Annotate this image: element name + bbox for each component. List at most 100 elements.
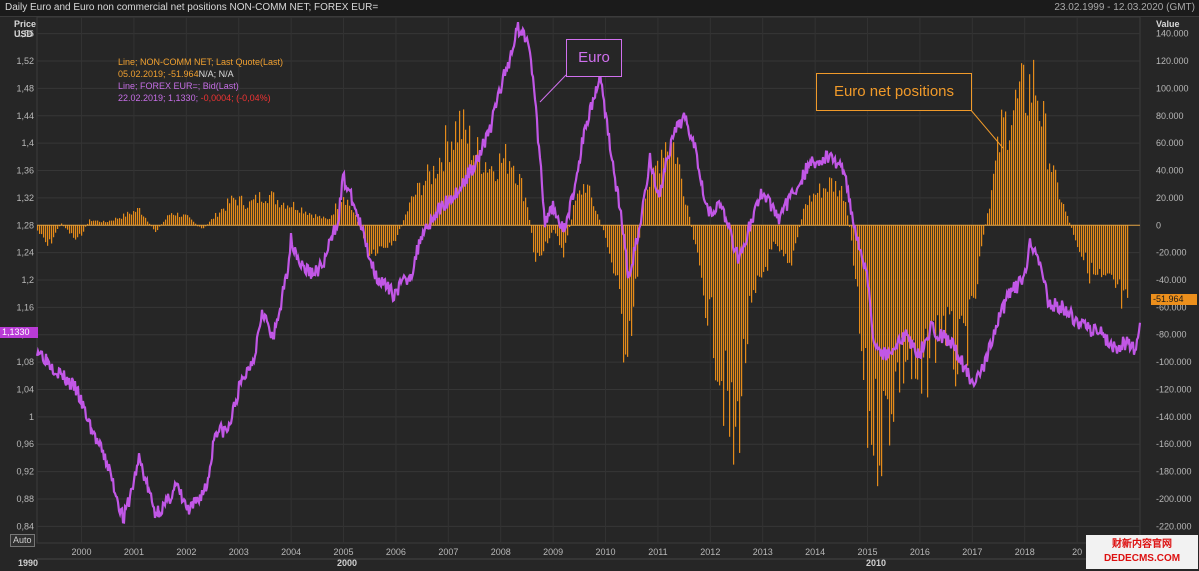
- net-bar: [905, 225, 907, 362]
- net-bar: [653, 167, 655, 226]
- net-bar: [699, 225, 701, 266]
- value-tag: -51.964: [1151, 294, 1197, 305]
- net-bar: [505, 143, 507, 226]
- net-bar: [809, 195, 811, 226]
- net-bar: [1061, 202, 1063, 226]
- net-bar: [173, 214, 175, 226]
- net-bar: [1055, 169, 1057, 226]
- net-bar: [961, 225, 963, 316]
- net-bar: [313, 217, 315, 226]
- net-bar: [249, 201, 251, 226]
- net-bar: [523, 201, 525, 226]
- auto-scale-button[interactable]: Auto: [10, 534, 35, 547]
- left-tick-label: 1,52: [16, 56, 34, 66]
- net-bar: [441, 162, 443, 226]
- net-bar: [1051, 171, 1053, 226]
- net-bar: [693, 225, 695, 240]
- net-bar: [135, 211, 137, 226]
- net-bar: [467, 143, 469, 226]
- net-bar: [287, 205, 289, 226]
- net-bar: [779, 225, 781, 252]
- net-bar: [77, 225, 79, 238]
- net-bar: [577, 193, 579, 226]
- net-bar: [743, 225, 745, 339]
- net-bar: [231, 195, 233, 226]
- net-bar: [303, 213, 305, 226]
- net-bar: [847, 215, 849, 226]
- net-bar: [867, 225, 869, 448]
- net-bar: [159, 225, 161, 227]
- net-bar: [1127, 225, 1129, 298]
- net-bar: [419, 182, 421, 226]
- net-bar: [675, 163, 677, 226]
- net-positions-callout: Euro net positions: [816, 73, 972, 111]
- net-bar: [611, 225, 613, 263]
- legend-net-extra: N/A; N/A: [198, 69, 234, 79]
- x-tick-label: 20: [1072, 547, 1082, 557]
- net-bar: [285, 208, 287, 226]
- net-bar: [73, 225, 75, 238]
- net-bar: [1065, 211, 1067, 226]
- net-bar: [863, 225, 865, 380]
- net-bar: [125, 216, 127, 226]
- net-bar: [729, 225, 731, 437]
- legend-net-value: 05.02.2019; -51.964: [118, 69, 199, 79]
- net-bar: [393, 225, 395, 241]
- euro-callout: Euro: [566, 39, 622, 77]
- net-bar: [697, 225, 699, 253]
- net-bar: [183, 214, 185, 226]
- left-tick-label: 1,48: [16, 83, 34, 93]
- net-bar: [535, 225, 537, 262]
- net-bar: [875, 225, 877, 379]
- net-bar: [343, 197, 345, 226]
- net-bar: [483, 172, 485, 226]
- net-bar: [793, 225, 795, 251]
- net-bar: [413, 196, 415, 226]
- net-bar: [117, 218, 119, 226]
- net-bar: [913, 225, 915, 341]
- net-bar: [331, 215, 333, 226]
- net-bar: [383, 225, 385, 248]
- net-bar: [955, 225, 957, 387]
- right-tick-label: -120.000: [1156, 384, 1192, 394]
- net-bar: [1057, 182, 1059, 226]
- net-bar: [1043, 101, 1045, 226]
- net-bar: [269, 195, 271, 226]
- net-bar: [253, 199, 255, 226]
- net-bar: [777, 225, 779, 247]
- net-bar: [783, 225, 785, 257]
- net-bar: [129, 213, 131, 226]
- net-bar: [1123, 225, 1125, 291]
- net-bar: [521, 178, 523, 226]
- net-bar: [175, 215, 177, 226]
- net-bar: [1031, 102, 1033, 226]
- net-bar: [909, 225, 911, 349]
- net-bar: [953, 225, 955, 370]
- net-bar: [283, 202, 285, 226]
- net-bar: [403, 220, 405, 226]
- watermark-line2: DEDECMS.COM: [1103, 553, 1181, 564]
- net-bar: [993, 173, 995, 226]
- left-tick-label: 0,88: [16, 494, 34, 504]
- net-bar: [925, 225, 927, 329]
- net-bar: [663, 157, 665, 226]
- net-bar: [707, 225, 709, 326]
- net-bar: [773, 225, 775, 242]
- net-bar: [555, 225, 557, 234]
- net-bar: [229, 203, 231, 226]
- net-bar: [357, 221, 359, 226]
- net-bar: [559, 225, 561, 246]
- net-bar: [157, 225, 159, 231]
- net-bar: [165, 219, 167, 226]
- net-bar: [437, 173, 439, 226]
- net-bar: [959, 225, 961, 319]
- net-bar: [1025, 112, 1027, 226]
- net-bar: [789, 225, 791, 263]
- net-bar: [89, 219, 91, 226]
- net-bar: [101, 222, 103, 226]
- x-tick-label: 2004: [281, 547, 301, 557]
- net-bar: [703, 225, 705, 296]
- net-bar: [761, 225, 763, 278]
- net-bar: [121, 218, 123, 226]
